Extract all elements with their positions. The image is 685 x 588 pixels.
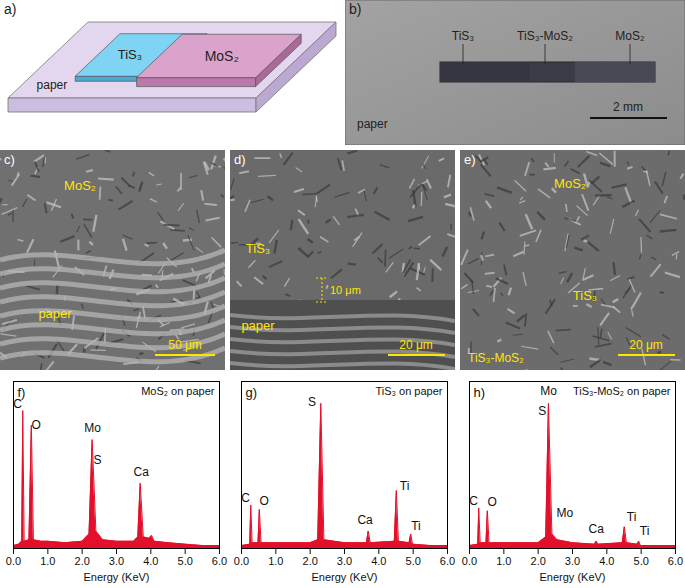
- svg-text:a): a): [4, 1, 16, 17]
- svg-text:f): f): [18, 385, 26, 400]
- svg-text:6.0: 6.0: [668, 555, 683, 567]
- svg-text:3.0: 3.0: [565, 555, 580, 567]
- svg-text:TiS₃: TiS₃: [452, 29, 475, 43]
- svg-text:g): g): [246, 385, 258, 400]
- svg-text:TiS₃: TiS₃: [246, 241, 270, 256]
- svg-text:S: S: [94, 453, 102, 467]
- svg-text:Mo: Mo: [84, 421, 101, 435]
- svg-text:Ca: Ca: [357, 513, 373, 527]
- svg-text:10 μm: 10 μm: [330, 284, 361, 296]
- svg-text:Energy (KeV): Energy (KeV): [311, 571, 377, 583]
- svg-text:O: O: [487, 495, 496, 509]
- svg-text:3.0: 3.0: [337, 555, 352, 567]
- svg-text:3.0: 3.0: [109, 555, 124, 567]
- svg-text:1.0: 1.0: [496, 555, 511, 567]
- svg-text:5.0: 5.0: [634, 555, 649, 567]
- svg-text:20 μm: 20 μm: [399, 338, 433, 352]
- svg-text:S: S: [538, 404, 546, 418]
- svg-text:C: C: [469, 494, 478, 508]
- svg-text:4.0: 4.0: [599, 555, 614, 567]
- svg-text:TiS₃ on paper: TiS₃ on paper: [375, 385, 442, 397]
- svg-text:O: O: [259, 494, 268, 508]
- svg-text:h): h): [474, 385, 486, 400]
- svg-text:C: C: [241, 491, 250, 505]
- svg-text:O: O: [31, 418, 40, 432]
- svg-text:0.0: 0.0: [6, 555, 21, 567]
- svg-text:d): d): [234, 152, 246, 167]
- svg-text:20 μm: 20 μm: [629, 338, 663, 352]
- svg-text:1.0: 1.0: [268, 555, 283, 567]
- svg-text:TiS₃: TiS₃: [118, 47, 142, 62]
- svg-text:Energy (KeV): Energy (KeV): [83, 571, 149, 583]
- svg-text:5.0: 5.0: [178, 555, 193, 567]
- svg-text:Ti: Ti: [400, 479, 410, 493]
- svg-text:Ca: Ca: [589, 522, 605, 536]
- svg-text:TiS₃: TiS₃: [573, 288, 597, 303]
- svg-text:Mo: Mo: [557, 506, 574, 520]
- svg-text:paper: paper: [357, 117, 388, 131]
- svg-text:paper: paper: [38, 306, 72, 321]
- svg-text:MoS₂: MoS₂: [554, 176, 586, 191]
- svg-text:C: C: [13, 396, 22, 411]
- svg-text:e): e): [464, 152, 476, 167]
- svg-text:paper: paper: [241, 318, 275, 333]
- svg-text:MoS₂ on paper: MoS₂ on paper: [141, 385, 215, 397]
- svg-text:0.0: 0.0: [462, 555, 477, 567]
- svg-text:S: S: [308, 395, 316, 409]
- svg-text:MoS₂: MoS₂: [615, 29, 645, 43]
- svg-text:2.0: 2.0: [75, 555, 90, 567]
- svg-text:paper: paper: [37, 78, 68, 92]
- svg-text:6.0: 6.0: [212, 555, 227, 567]
- svg-text:Ti: Ti: [627, 510, 637, 524]
- svg-text:b): b): [349, 1, 361, 17]
- svg-text:50 μm: 50 μm: [168, 338, 202, 352]
- svg-text:4.0: 4.0: [371, 555, 386, 567]
- svg-text:Ti: Ti: [411, 519, 421, 533]
- svg-text:2 mm: 2 mm: [613, 100, 643, 114]
- svg-text:2.0: 2.0: [531, 555, 546, 567]
- svg-text:TiS₃-MoS₂ on paper: TiS₃-MoS₂ on paper: [573, 385, 671, 397]
- svg-text:Ca: Ca: [134, 465, 150, 479]
- svg-text:TiS₃-MoS₂: TiS₃-MoS₂: [517, 29, 573, 43]
- svg-text:2.0: 2.0: [303, 555, 318, 567]
- svg-text:6.0: 6.0: [440, 555, 455, 567]
- svg-text:4.0: 4.0: [143, 555, 158, 567]
- svg-text:c): c): [4, 152, 15, 167]
- svg-text:Energy (KeV): Energy (KeV): [539, 571, 605, 583]
- svg-text:TiS₃-MoS₂: TiS₃-MoS₂: [468, 351, 524, 365]
- svg-text:MoS₂: MoS₂: [205, 48, 239, 64]
- svg-text:Mo: Mo: [540, 384, 557, 398]
- svg-text:1.0: 1.0: [40, 555, 55, 567]
- svg-text:0.0: 0.0: [234, 555, 249, 567]
- svg-text:Ti: Ti: [640, 524, 650, 538]
- svg-text:MoS₂: MoS₂: [64, 178, 96, 193]
- svg-text:5.0: 5.0: [406, 555, 421, 567]
